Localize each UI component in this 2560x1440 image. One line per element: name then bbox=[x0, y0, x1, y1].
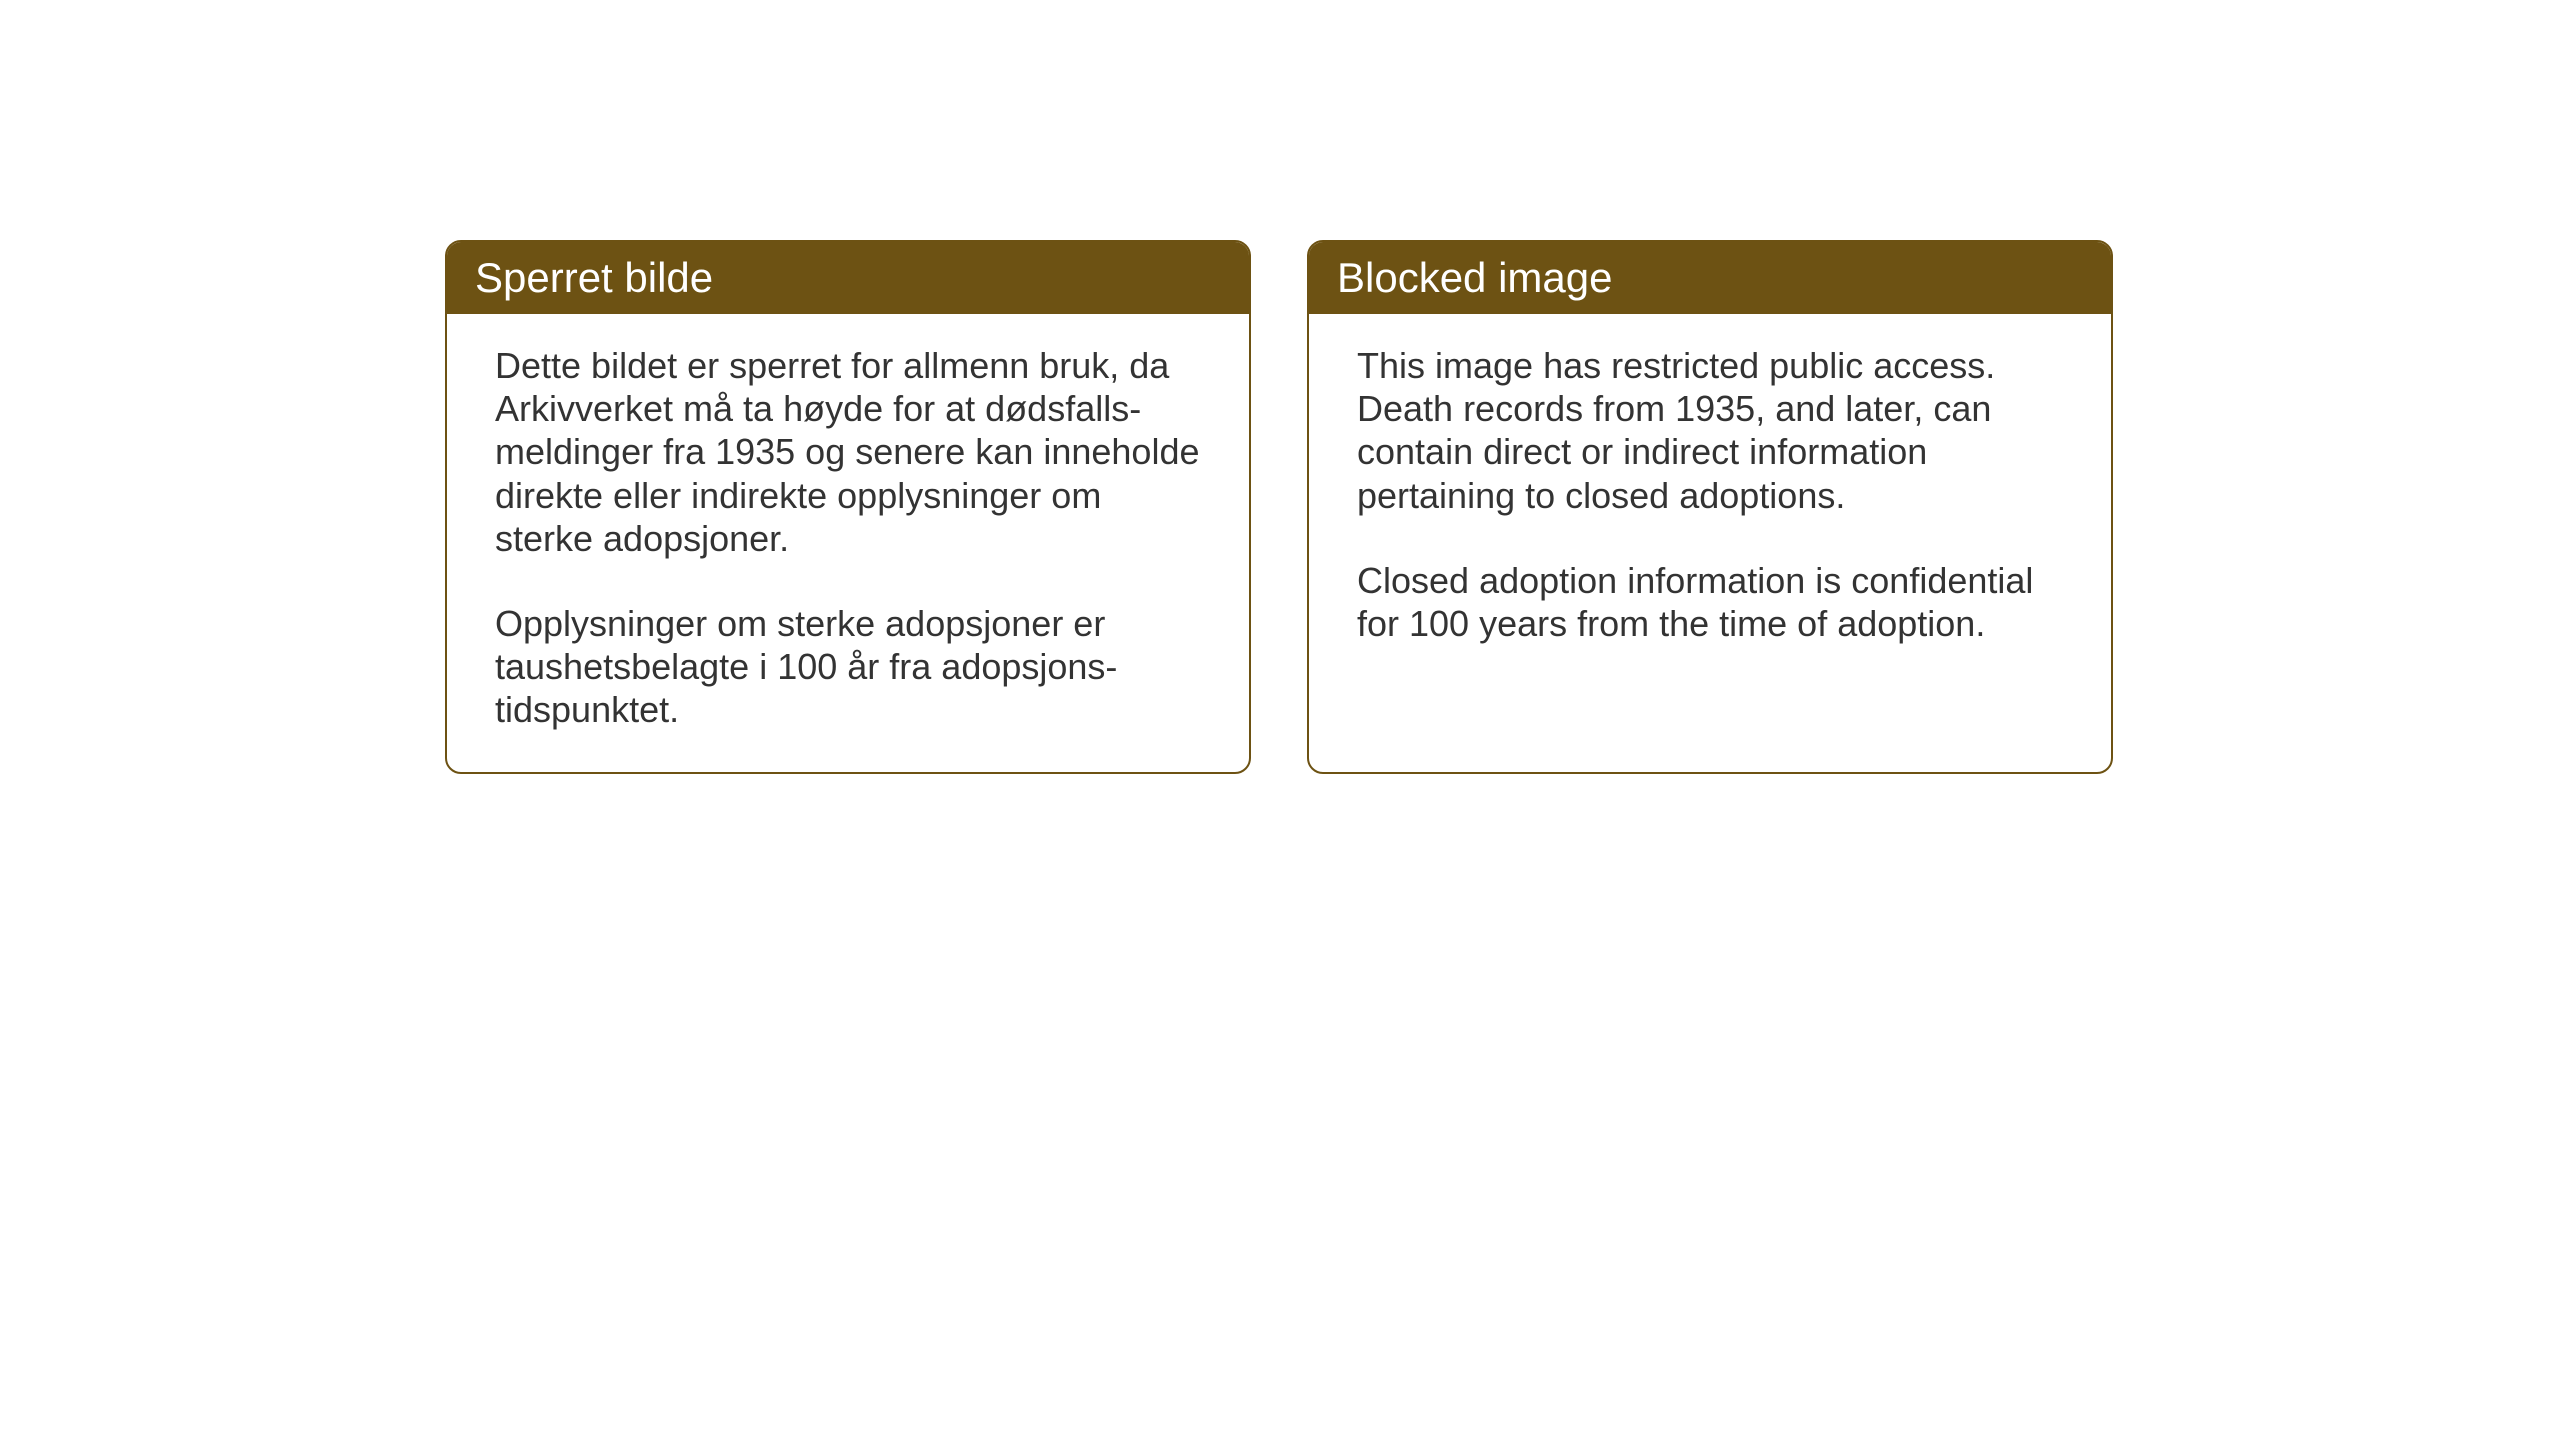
notice-body-norwegian: Dette bildet er sperret for allmenn bruk… bbox=[447, 314, 1249, 772]
notice-paragraph-1-english: This image has restricted public access.… bbox=[1357, 344, 2063, 517]
notice-container: Sperret bilde Dette bildet er sperret fo… bbox=[445, 240, 2113, 774]
notice-header-english: Blocked image bbox=[1309, 242, 2111, 314]
notice-paragraph-1-norwegian: Dette bildet er sperret for allmenn bruk… bbox=[495, 344, 1201, 560]
notice-paragraph-2-english: Closed adoption information is confident… bbox=[1357, 559, 2063, 645]
notice-paragraph-2-norwegian: Opplysninger om sterke adopsjoner er tau… bbox=[495, 602, 1201, 732]
notice-card-english: Blocked image This image has restricted … bbox=[1307, 240, 2113, 774]
notice-card-norwegian: Sperret bilde Dette bildet er sperret fo… bbox=[445, 240, 1251, 774]
notice-body-english: This image has restricted public access.… bbox=[1309, 314, 2111, 685]
notice-title-norwegian: Sperret bilde bbox=[475, 254, 713, 301]
notice-title-english: Blocked image bbox=[1337, 254, 1612, 301]
notice-header-norwegian: Sperret bilde bbox=[447, 242, 1249, 314]
